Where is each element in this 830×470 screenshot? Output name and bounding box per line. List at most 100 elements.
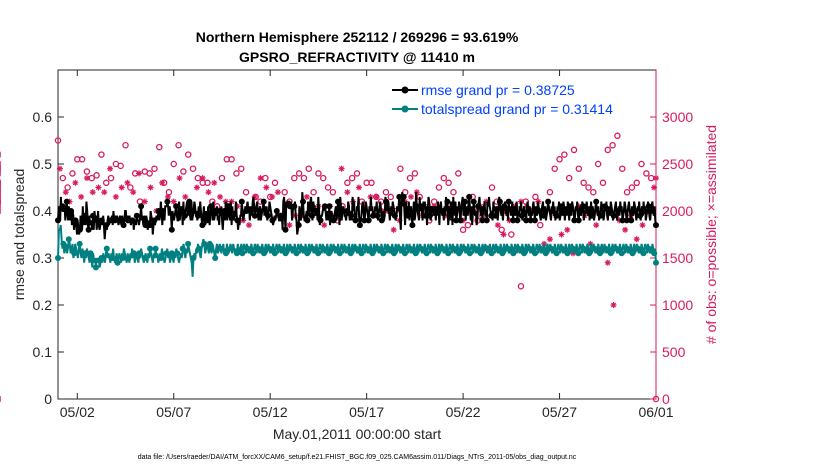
spread-point: [298, 245, 305, 252]
obs-possible-marker: [488, 184, 496, 191]
obs-possible-marker: [411, 170, 419, 177]
asterisk-stroke: [275, 189, 281, 195]
rmse-point: [571, 217, 578, 224]
spread-point: [380, 250, 387, 257]
obs-possible-marker: [406, 174, 414, 182]
spread-point: [483, 245, 490, 252]
obs-possible-marker: [184, 151, 192, 158]
asterisk-stroke: [182, 194, 188, 200]
x-tick-label: 05/07: [156, 404, 191, 420]
obs-assimilated-marker: [321, 222, 328, 229]
asterisk-stroke: [142, 199, 148, 205]
rmse-point: [251, 212, 258, 219]
spread-point: [271, 250, 278, 257]
spread-point: [288, 245, 295, 252]
plot-area: [57, 69, 657, 400]
rmse-point: [225, 203, 232, 210]
obs-assimilated-marker: [130, 189, 137, 196]
spread-point: [212, 255, 219, 261]
obs-possible-marker: [348, 174, 356, 182]
rmse-point: [230, 212, 236, 219]
spread-point: [477, 250, 484, 257]
obs-assimilated-marker: [182, 193, 189, 200]
asterisk-stroke: [171, 199, 177, 205]
spread-point: [653, 259, 659, 266]
spread-point: [277, 245, 284, 252]
rmse-point: [247, 208, 254, 214]
rmse-point: [488, 212, 495, 219]
obs-possible-marker: [594, 160, 602, 168]
rmse-point: [59, 203, 66, 210]
rmse-point: [365, 217, 372, 224]
rmse-point: [68, 208, 75, 214]
rmse-point: [181, 212, 188, 219]
obs-possible-marker: [638, 160, 645, 168]
obs-possible-marker: [204, 179, 211, 187]
rmse-point: [291, 203, 298, 210]
obs-assimilated-marker: [95, 184, 102, 191]
spread-point: [542, 250, 549, 257]
obs-possible-marker: [324, 184, 332, 191]
rmse-point: [518, 212, 525, 219]
obs-possible-marker: [310, 188, 317, 196]
rmse-point: [343, 208, 350, 214]
spread-point: [158, 255, 164, 261]
spread-point: [152, 245, 159, 252]
spread-legend-marker: [401, 105, 409, 113]
obs-possible-marker: [83, 168, 91, 175]
y-tick-label: 0: [44, 391, 52, 407]
obs-assimilated-marker: [604, 259, 611, 266]
obs-possible-marker: [54, 137, 62, 144]
rmse-point: [111, 217, 118, 224]
asterisk-stroke: [136, 170, 142, 176]
obs-assimilated-marker: [344, 189, 351, 196]
spread-point: [564, 250, 571, 257]
obs-possible-marker: [570, 146, 578, 154]
y-tick-label: 0.2: [33, 297, 53, 313]
asterisk-stroke: [57, 166, 63, 172]
asterisk-stroke: [344, 189, 350, 195]
x-tick-label: 05/27: [542, 404, 577, 420]
asterisk-stroke: [72, 180, 78, 186]
asterisk-stroke: [622, 227, 628, 233]
obs-possible-marker: [387, 193, 395, 201]
obs-assimilated-marker: [593, 222, 600, 229]
asterisk-stroke: [639, 222, 646, 228]
spread-point: [326, 250, 332, 257]
asterisk-stroke: [95, 184, 102, 191]
rmse-point: [313, 208, 320, 214]
chart-title: Northern Hemisphere 252112 / 269296 = 93…: [196, 29, 519, 65]
spread-point: [347, 250, 354, 257]
spread-point: [396, 245, 403, 252]
asterisk-stroke: [356, 184, 362, 191]
obs-possible-marker: [175, 141, 182, 149]
obs-possible-marker: [455, 170, 462, 177]
spread-point: [109, 255, 116, 261]
rmse-point: [387, 208, 394, 214]
y-right-tick-label: 2000: [662, 203, 693, 219]
rmse-point: [426, 212, 433, 219]
rmse-point: [295, 222, 302, 229]
y-right-tick-label: 3000: [662, 109, 693, 125]
spread-point: [293, 250, 300, 257]
asterisk-stroke: [194, 184, 200, 191]
rmse-point: [645, 203, 652, 210]
rmse-point: [418, 203, 425, 210]
asterisk-stroke: [124, 180, 130, 186]
obs-assimilated-marker: [211, 179, 218, 186]
spread-point: [331, 245, 338, 252]
rmse-point: [562, 208, 569, 214]
obs-assimilated-marker: [274, 189, 281, 196]
y-right-tick-label: 0: [662, 391, 670, 407]
obs-possible-marker: [127, 184, 134, 191]
rmse-point: [641, 208, 648, 214]
spread-point: [466, 250, 473, 257]
asterisk-stroke: [547, 236, 553, 242]
data-file-footnote: data file: /Users/raeder/DAI/ATM_forcXX/…: [138, 454, 577, 461]
spread-point: [374, 245, 381, 252]
spread-point: [71, 250, 78, 257]
spread-point: [233, 250, 240, 257]
obs-possible-marker: [537, 221, 544, 229]
rmse-point: [208, 203, 215, 210]
